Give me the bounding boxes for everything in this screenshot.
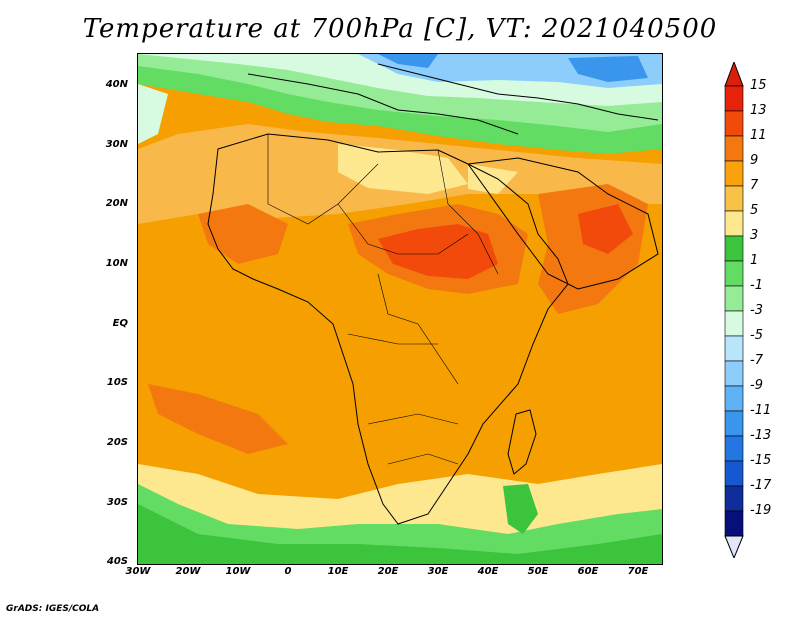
- colorbar-label: -15: [750, 453, 772, 468]
- temperature-field: [138, 54, 662, 564]
- contour-hot-atlantic: [148, 384, 288, 454]
- colorbar-top-arrow: [724, 62, 744, 87]
- colorbar-label: 3: [750, 228, 759, 243]
- colorbar-swatch: [724, 410, 744, 437]
- colorbar-swatch: [724, 210, 744, 237]
- colorbar-label: -5: [750, 328, 763, 343]
- lon-tick: 70E: [627, 566, 649, 577]
- colorbar-swatch: [724, 85, 744, 112]
- colorbar-label: -1: [750, 278, 763, 293]
- lat-tick: 30S: [106, 497, 128, 508]
- mediterranean-outline: [247, 63, 659, 135]
- colorbar-swatch: [724, 485, 744, 512]
- lon-tick: 20W: [175, 566, 201, 577]
- lat-tick: 30N: [105, 139, 128, 150]
- lon-tick: 30E: [427, 566, 449, 577]
- colorbar-swatch: [724, 160, 744, 187]
- colorbar-swatch: [724, 235, 744, 262]
- colorbar-swatch: [724, 260, 744, 287]
- colorbar-label: -9: [750, 378, 763, 393]
- madagascar-outline: [507, 409, 537, 475]
- colorbar-swatch: [724, 110, 744, 137]
- map-title: Temperature at 700hPa [C], VT: 202104050…: [82, 14, 718, 44]
- colorbar-label: 7: [750, 178, 759, 193]
- colorbar-swatch: [724, 185, 744, 212]
- lat-tick: 40S: [106, 556, 128, 567]
- colorbar-label: 11: [750, 128, 767, 143]
- lon-tick: 0: [284, 566, 292, 577]
- colorbar-label: -11: [750, 403, 772, 418]
- contour-north-deepblue: [378, 54, 648, 82]
- lon-tick: 30W: [125, 566, 151, 577]
- contour-madagascar-green: [503, 484, 538, 534]
- colorbar-swatch: [724, 285, 744, 312]
- colorbar-swatch: [724, 460, 744, 487]
- colorbar-swatch: [724, 135, 744, 162]
- map-panel: [137, 53, 663, 565]
- contour-south-darkgreen: [138, 504, 662, 564]
- grads-credit: GrADS: IGES/COLA: [6, 604, 100, 614]
- colorbar-swatch: [724, 385, 744, 412]
- colorbar-label: 9: [750, 153, 759, 168]
- lon-tick: 40E: [477, 566, 499, 577]
- colorbar-swatch: [724, 435, 744, 462]
- colorbar-label: 13: [750, 103, 767, 118]
- colorbar-label: -13: [750, 428, 772, 443]
- lat-tick: 20N: [105, 198, 128, 209]
- country-borders: [267, 134, 499, 465]
- colorbar-swatch: [724, 360, 744, 387]
- colorbar: [724, 62, 744, 558]
- lon-tick: 10W: [225, 566, 251, 577]
- colorbar-label: -7: [750, 353, 763, 368]
- colorbar-label: 5: [750, 203, 759, 218]
- contour-west-cold: [138, 84, 168, 144]
- colorbar-swatch: [724, 510, 744, 537]
- lat-tick: 40N: [105, 79, 128, 90]
- contour-sahara-yellow: [338, 144, 518, 194]
- lon-tick: 50E: [527, 566, 549, 577]
- lat-tick: 20S: [106, 437, 128, 448]
- colorbar-swatch: [724, 335, 744, 362]
- colorbar-swatch: [724, 310, 744, 337]
- lat-tick: 10S: [106, 377, 128, 388]
- contour-hot-arabia-core: [578, 204, 633, 254]
- lat-tick: EQ: [112, 318, 128, 329]
- africa-coastline: [207, 133, 569, 525]
- lon-tick: 10E: [327, 566, 349, 577]
- colorbar-label: -19: [750, 503, 772, 518]
- contour-hot-arabia: [538, 184, 648, 314]
- colorbar-label: -17: [750, 478, 772, 493]
- colorbar-label: 15: [750, 78, 767, 93]
- lon-tick: 60E: [577, 566, 599, 577]
- arabia-outline: [467, 157, 659, 290]
- contour-hot-westafrica: [198, 204, 288, 264]
- contour-hot-sahel-core: [378, 224, 498, 279]
- lon-tick: 20E: [377, 566, 399, 577]
- colorbar-bottom-arrow: [724, 535, 744, 558]
- colorbar-label: -3: [750, 303, 763, 318]
- colorbar-label: 1: [750, 253, 759, 268]
- lat-tick: 10N: [105, 258, 128, 269]
